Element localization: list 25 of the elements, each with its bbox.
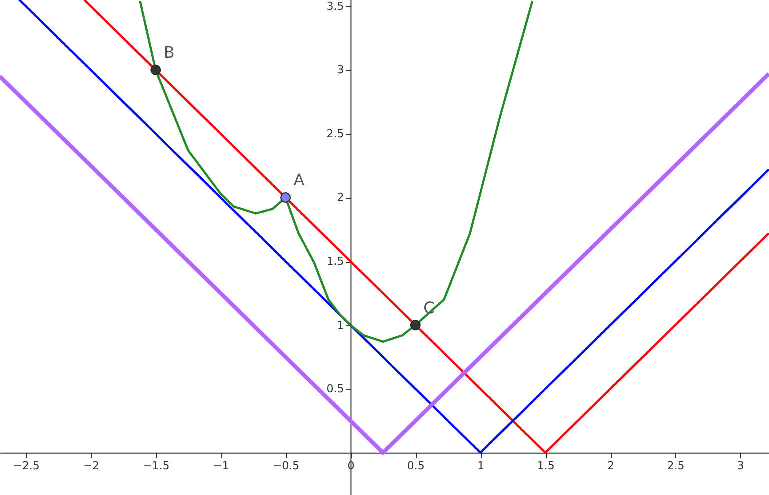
y-tick-label: 2.5	[326, 127, 344, 140]
annotation: B	[164, 43, 175, 62]
x-tick-label: 3	[737, 459, 744, 472]
line-series	[139, 0, 534, 344]
x-tick-label: −0.5	[272, 459, 300, 472]
point	[280, 192, 292, 203]
x-tick-label: −2.5	[13, 459, 40, 472]
annotation: A	[294, 170, 305, 190]
x-tick-label: 2.5	[667, 459, 685, 472]
x-tick-label: 1	[478, 459, 485, 472]
y-tick-label: 1	[337, 318, 344, 332]
y-tick-label: 1.5	[326, 255, 344, 268]
annotation: C	[424, 298, 435, 318]
x-tick-label: 2	[608, 459, 615, 472]
point	[150, 64, 162, 76]
x-tick-label: 0.5	[407, 459, 425, 472]
y-tick-label: 3	[337, 64, 344, 77]
y-tick-label: 0.5	[326, 382, 344, 396]
point	[410, 320, 421, 331]
y-tick-label: 3.5	[326, 0, 344, 13]
x-tick-label: −1.5	[143, 459, 170, 472]
x-tick-label: 1.5	[537, 459, 555, 472]
x-tick-label: −2	[83, 459, 100, 472]
x-tick-label: −1	[213, 459, 230, 472]
y-tick-label: 2	[337, 191, 344, 204]
